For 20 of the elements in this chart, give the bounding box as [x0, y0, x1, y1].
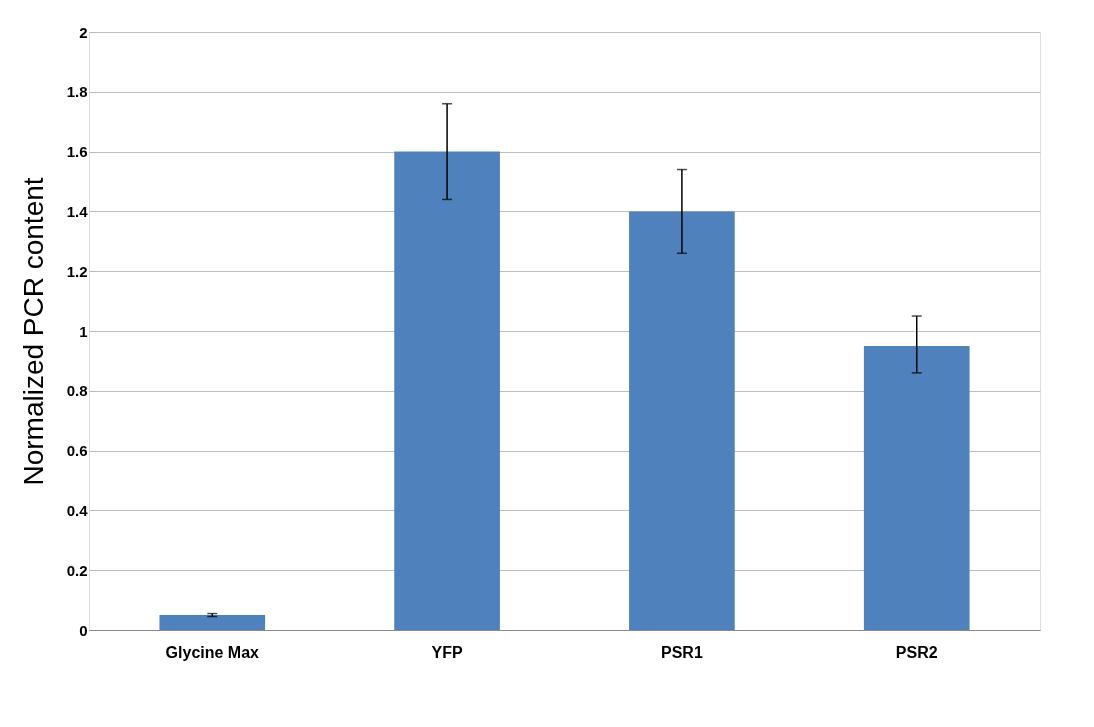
x-tick-label: PSR1 [661, 643, 703, 661]
y-tick-label: 0.8 [66, 382, 88, 400]
x-tick-label: YFP [431, 643, 463, 661]
y-tick-label: 1.6 [66, 143, 88, 161]
y-tick-label: 0.4 [66, 501, 89, 519]
y-tick-label: 0.2 [66, 561, 88, 579]
y-tick-label: 1.2 [66, 262, 88, 280]
bar [159, 615, 266, 630]
y-tick-label: 0 [79, 621, 88, 639]
y-tick-label: 1.4 [66, 202, 89, 220]
y-tick-label: 0.6 [66, 442, 88, 460]
x-tick-label: PSR2 [895, 643, 938, 661]
x-tick-label: Glycine Max [165, 643, 260, 661]
y-axis-title: Normalized PCR content [17, 177, 49, 486]
y-tick-label: 2 [79, 23, 88, 41]
bar [629, 211, 735, 630]
bar [394, 151, 500, 630]
bar [863, 345, 970, 630]
y-tick-label: 1.8 [66, 83, 88, 101]
y-tick-label: 1 [79, 322, 88, 340]
